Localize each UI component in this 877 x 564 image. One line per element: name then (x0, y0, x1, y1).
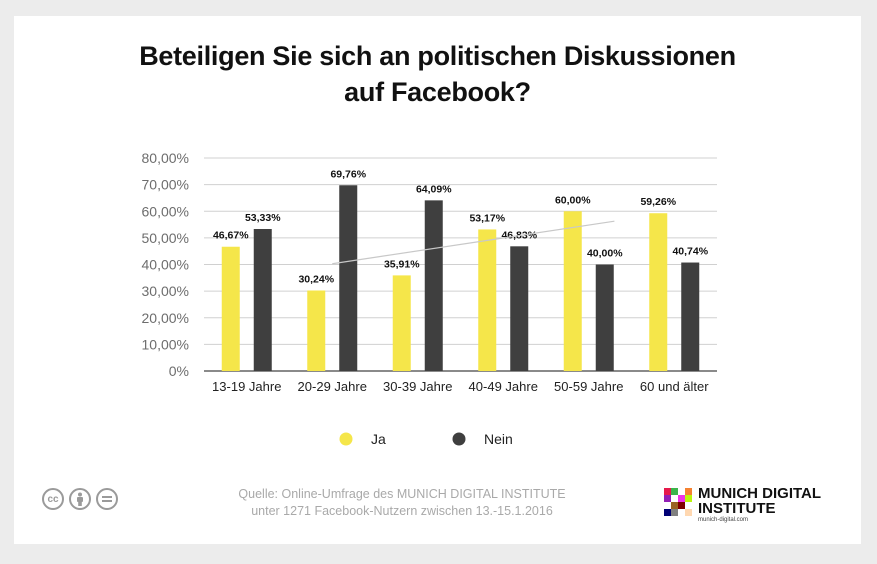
bar-ja (649, 213, 668, 371)
logo-tile (685, 488, 692, 495)
x-tick-label: 60 und älter (640, 379, 709, 394)
logo-tile (664, 495, 671, 502)
y-tick-label: 10,00% (142, 336, 189, 352)
logo-tile (678, 509, 685, 516)
y-tick-label: 20,00% (142, 310, 189, 326)
data-label: 64,09% (416, 183, 452, 195)
x-tick-label: 13-19 Jahre (212, 379, 281, 394)
logo-tile (678, 495, 685, 502)
trendline (332, 220, 615, 265)
nd-icon (96, 488, 118, 510)
data-label: 40,74% (672, 246, 708, 258)
logo-mosaic-icon (664, 488, 692, 516)
x-tick-label: 30-39 Jahre (383, 379, 452, 394)
logo-tile (685, 509, 692, 516)
y-tick-label: 40,00% (142, 257, 189, 273)
logo-tile (685, 495, 692, 502)
data-label: 69,76% (330, 168, 366, 180)
bar-nein (595, 264, 614, 371)
chart-card: Beteiligen Sie sich an politischen Disku… (14, 16, 861, 544)
y-tick-label: 80,00% (142, 150, 189, 166)
data-label: 53,33% (245, 212, 281, 224)
chart-title: Beteiligen Sie sich an politischen Disku… (14, 38, 861, 110)
bar-ja (563, 211, 582, 371)
data-label: 40,00% (587, 248, 623, 260)
legend-marker-nein (452, 432, 466, 446)
bar-ja (392, 275, 411, 371)
logo-tile (664, 502, 671, 509)
y-tick-label: 60,00% (142, 203, 189, 219)
data-label: 30,24% (298, 273, 334, 285)
y-tick-label: 70,00% (142, 177, 189, 193)
munich-digital-logo: MUNICH DIGITAL INSTITUTE munich-digital.… (664, 486, 821, 523)
y-tick-label: 50,00% (142, 230, 189, 246)
logo-url: munich-digital.com (698, 517, 749, 523)
x-tick-label: 40-49 Jahre (469, 379, 538, 394)
data-label: 35,91% (384, 258, 420, 270)
x-tick-label: 50-59 Jahre (554, 379, 623, 394)
y-tick-label: 30,00% (142, 283, 189, 299)
bar-ja (221, 246, 240, 371)
logo-tile (664, 488, 671, 495)
bar-ja (478, 229, 497, 371)
y-tick-label: 0% (169, 363, 189, 379)
chart-title-line1: Beteiligen Sie sich an politischen Disku… (139, 41, 736, 71)
logo-tile (671, 502, 678, 509)
logo-tile (685, 502, 692, 509)
legend-marker-ja (339, 432, 353, 446)
logo-tile (671, 495, 678, 502)
logo-tile (678, 502, 685, 509)
source-line1: Quelle: Online-Umfrage des MUNICH DIGITA… (238, 487, 566, 501)
x-tick-label: 20-29 Jahre (298, 379, 367, 394)
data-label: 53,17% (469, 212, 505, 224)
source-line2: unter 1271 Facebook-Nutzern zwischen 13.… (251, 504, 553, 518)
bar-chart: 0% 10,00% 20,00% 30,00% 40,00% 50,00% 60,00% 70… (142, 150, 717, 447)
data-label: 59,26% (640, 196, 676, 208)
logo-tile (671, 488, 678, 495)
data-label: 46,67% (213, 230, 249, 242)
bar-ja (307, 290, 326, 371)
bar-nein (510, 246, 529, 371)
bar-nein (424, 200, 443, 371)
license-icons: cc (42, 488, 118, 510)
bar-nein (681, 262, 700, 371)
by-icon (69, 488, 91, 510)
logo-line2: INSTITUTE (698, 500, 776, 517)
cc-icon: cc (42, 488, 64, 510)
legend-label: Ja (371, 431, 386, 447)
legend-label: Nein (484, 431, 513, 447)
data-label: 60,00% (555, 194, 591, 206)
bar-nein (253, 229, 272, 371)
logo-tile (671, 509, 678, 516)
source-note: Quelle: Online-Umfrage des MUNICH DIGITA… (232, 486, 572, 520)
logo-tile (678, 488, 685, 495)
chart-title-line2: auf Facebook? (344, 77, 531, 107)
bar-nein (339, 185, 358, 371)
logo-tile (664, 509, 671, 516)
logo-line1: MUNICH DIGITAL (698, 485, 822, 502)
